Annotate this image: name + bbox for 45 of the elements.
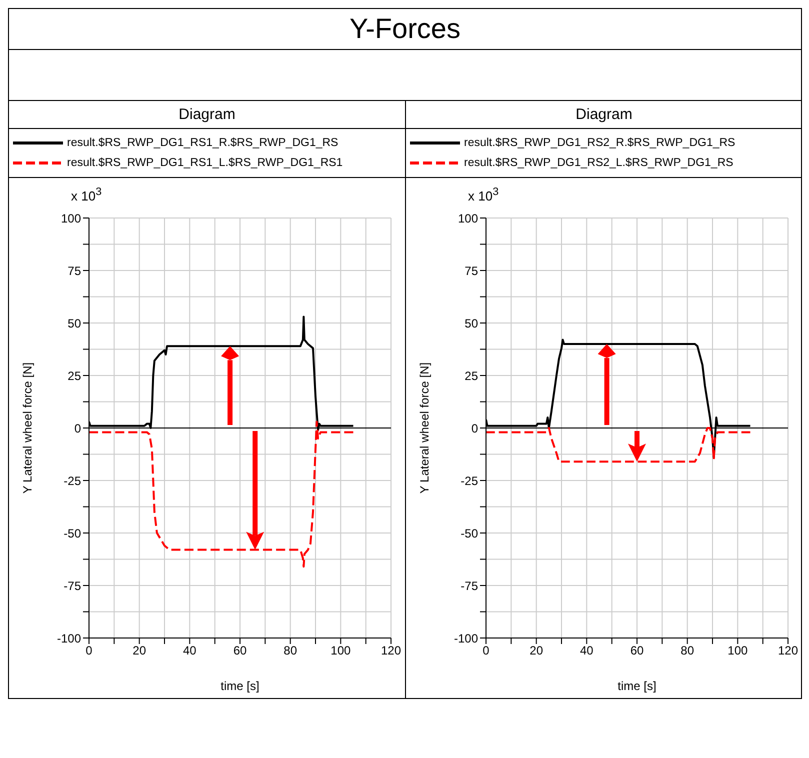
x-tick-label: 60 <box>630 644 644 658</box>
y-tick-label: 50 <box>464 316 478 330</box>
x-tick-label: 0 <box>86 644 93 658</box>
x-tick-label: 40 <box>182 644 197 658</box>
x-tick-label: 100 <box>330 644 351 658</box>
x-tick-label: 120 <box>778 644 798 658</box>
x-tick-label: 60 <box>233 644 247 658</box>
y-tick-label: -75 <box>460 578 478 593</box>
y-tick-label: -100 <box>56 631 82 646</box>
y-tick-label: -25 <box>64 474 82 488</box>
y-tick-label: 75 <box>464 264 478 278</box>
y-tick-label: -50 <box>460 526 478 540</box>
chart-title: Y-Forces <box>9 9 801 50</box>
legend-label: result.$RS_RWP_DG1_RS2_R.$RS_RWP_DG1_RS <box>464 137 736 149</box>
y-tick-label: 75 <box>68 264 82 278</box>
y-tick-label: 25 <box>464 368 478 383</box>
y-tick-label: -50 <box>64 526 82 540</box>
x-tick-label: 40 <box>580 644 594 658</box>
y-tick-label: -25 <box>460 474 478 488</box>
text: x 10$^{3}$ <box>468 186 499 204</box>
y-tick-label: 100 <box>60 211 82 226</box>
x-tick-label: 100 <box>728 644 748 658</box>
legend-label: result.$RS_RWP_DG1_RS1_L.$RS_RWP_DG1_RS1 <box>67 157 343 169</box>
chart-subtitle: Diagram <box>9 101 405 129</box>
x-tick-label: 20 <box>530 644 544 658</box>
x-tick-label: 80 <box>284 644 298 658</box>
text: x 10$^{3}$ <box>71 186 102 204</box>
y-tick-label: -100 <box>454 631 478 646</box>
chart-subtitle: Diagram <box>406 101 802 129</box>
y-tick-label: 50 <box>68 316 82 330</box>
x-axis-title: time [s] <box>618 679 656 693</box>
y-tick-label: 100 <box>458 211 478 226</box>
legend-label: result.$RS_RWP_DG1_RS1_R.$RS_RWP_DG1_RS <box>67 137 338 149</box>
y-tick-label: 0 <box>74 421 82 436</box>
y-axis-title: Y Lateral wheel force [N] <box>20 362 34 494</box>
legend-label: result.$RS_RWP_DG1_RS2_L.$RS_RWP_DG1_RS <box>464 157 734 169</box>
x-tick-label: 120 <box>380 644 402 658</box>
y-tick-label: 25 <box>68 368 82 383</box>
x-tick-label: 20 <box>132 644 146 658</box>
y-tick-label: 0 <box>471 421 478 436</box>
y-tick-label: -75 <box>64 578 82 593</box>
x-tick-label: 80 <box>680 644 694 658</box>
x-tick-label: 0 <box>482 644 490 658</box>
y-axis-title: Y Lateral wheel force [N] <box>417 362 432 494</box>
x-axis-title: time [s] <box>220 679 260 693</box>
